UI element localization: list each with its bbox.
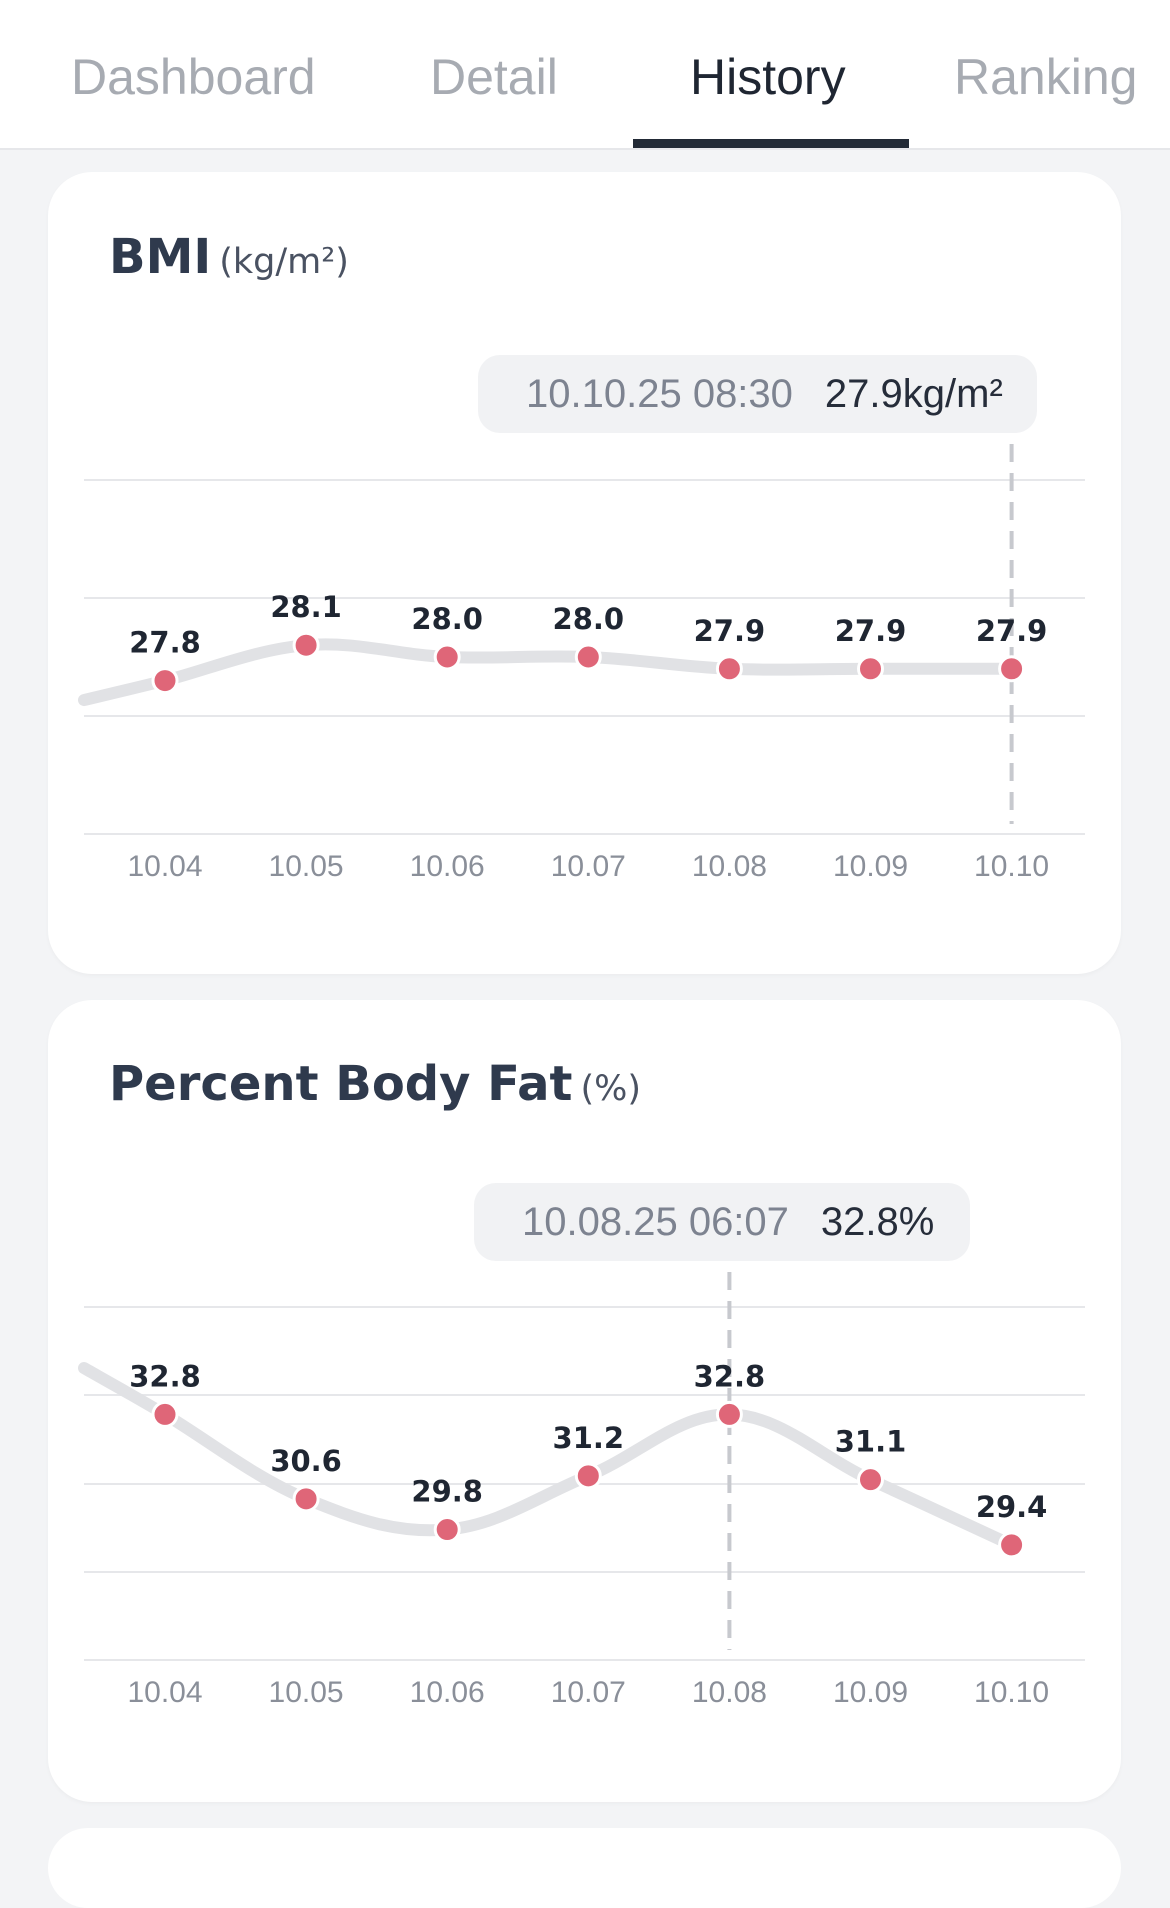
- data-point[interactable]: [715, 655, 743, 683]
- x-tick-label: 10.05: [269, 1676, 344, 1709]
- data-point[interactable]: [574, 643, 602, 671]
- data-label: 31.1: [835, 1425, 907, 1459]
- bmi-card: BMI (kg/m²) 10.10.25 08:30 27.9kg/m² 27.8…: [48, 172, 1121, 974]
- bmi-chart[interactable]: 27.8 28.1 28.0 28.0 27.9 27.9 27.9 10.04 10.05 10…: [48, 172, 1121, 974]
- data-label: 32.8: [129, 1359, 201, 1393]
- tab-detail[interactable]: Detail: [430, 49, 558, 105]
- tab-ranking[interactable]: Ranking: [954, 49, 1138, 105]
- data-label: 30.6: [270, 1444, 342, 1478]
- data-label: 31.2: [553, 1421, 625, 1455]
- x-tick-label: 10.08: [692, 850, 767, 883]
- body-fat-chart[interactable]: 32.8 30.6 29.8 31.2 32.8 31.1 29.4 10.04 10.05 10…: [48, 1000, 1121, 1802]
- data-label: 28.1: [270, 590, 342, 624]
- data-label: 27.9: [976, 614, 1048, 648]
- body-fat-unit-text: (%): [580, 1069, 642, 1109]
- x-tick-label: 10.06: [410, 1676, 485, 1709]
- next-card: [48, 1828, 1121, 1908]
- data-label: 27.9: [694, 614, 766, 648]
- tab-dashboard[interactable]: Dashboard: [71, 49, 316, 105]
- data-point[interactable]: [574, 1462, 602, 1490]
- data-label: 28.0: [553, 602, 625, 636]
- data-point[interactable]: [857, 655, 884, 683]
- data-label: 32.8: [694, 1359, 766, 1393]
- body-fat-card-title: Percent Body Fat (%): [109, 1056, 641, 1112]
- data-point[interactable]: [292, 631, 320, 659]
- data-point[interactable]: [998, 655, 1026, 683]
- x-tick-label: 10.08: [692, 1676, 767, 1709]
- bmi-unit-text: (kg/m²): [219, 242, 349, 282]
- data-point[interactable]: [433, 1516, 461, 1544]
- data-point[interactable]: [857, 1466, 884, 1494]
- x-tick-label: 10.04: [127, 1676, 202, 1709]
- data-label: 29.8: [411, 1475, 483, 1509]
- series-line: [78, 638, 1018, 707]
- body-fat-title-text: Percent Body Fat: [109, 1056, 573, 1112]
- body-fat-card: Percent Body Fat (%) 10.08.25 06:07 32.8%…: [48, 1000, 1121, 1802]
- data-point[interactable]: [151, 667, 179, 695]
- bmi-tooltip-date: 10.10.25 08:30: [526, 371, 793, 416]
- bmi-card-title: BMI (kg/m²): [109, 229, 349, 285]
- data-point[interactable]: [292, 1485, 320, 1513]
- x-tick-label: 10.06: [410, 850, 485, 883]
- x-tick-label: 10.10: [974, 850, 1049, 883]
- x-tick-label: 10.05: [269, 850, 344, 883]
- x-tick-label: 10.09: [833, 850, 908, 883]
- data-label: 27.8: [129, 626, 201, 660]
- data-point[interactable]: [151, 1400, 179, 1428]
- body-fat-tooltip: 10.08.25 06:07 32.8%: [474, 1183, 971, 1261]
- x-tick-label: 10.07: [551, 1676, 626, 1709]
- data-point[interactable]: [715, 1400, 743, 1428]
- x-tick-label: 10.10: [974, 1676, 1049, 1709]
- data-point[interactable]: [998, 1531, 1026, 1559]
- data-label: 28.0: [411, 602, 483, 636]
- bmi-title-text: BMI: [109, 229, 212, 285]
- bmi-tooltip-value: 27.9kg/m²: [824, 371, 1003, 416]
- x-tick-label: 10.04: [127, 850, 202, 883]
- body-fat-tooltip-date: 10.08.25 06:07: [522, 1199, 789, 1244]
- bmi-tooltip: 10.10.25 08:30 27.9kg/m²: [478, 355, 1037, 433]
- tab-bar: Dashboard Detail History Ranking: [0, 0, 1170, 150]
- tab-history[interactable]: History: [690, 49, 846, 105]
- x-tick-label: 10.07: [551, 850, 626, 883]
- data-label: 29.4: [976, 1490, 1048, 1524]
- active-tab-indicator: [633, 139, 909, 148]
- data-point[interactable]: [433, 643, 461, 671]
- body-fat-tooltip-value: 32.8%: [820, 1199, 935, 1244]
- x-tick-label: 10.09: [833, 1676, 908, 1709]
- data-label: 27.9: [835, 614, 907, 648]
